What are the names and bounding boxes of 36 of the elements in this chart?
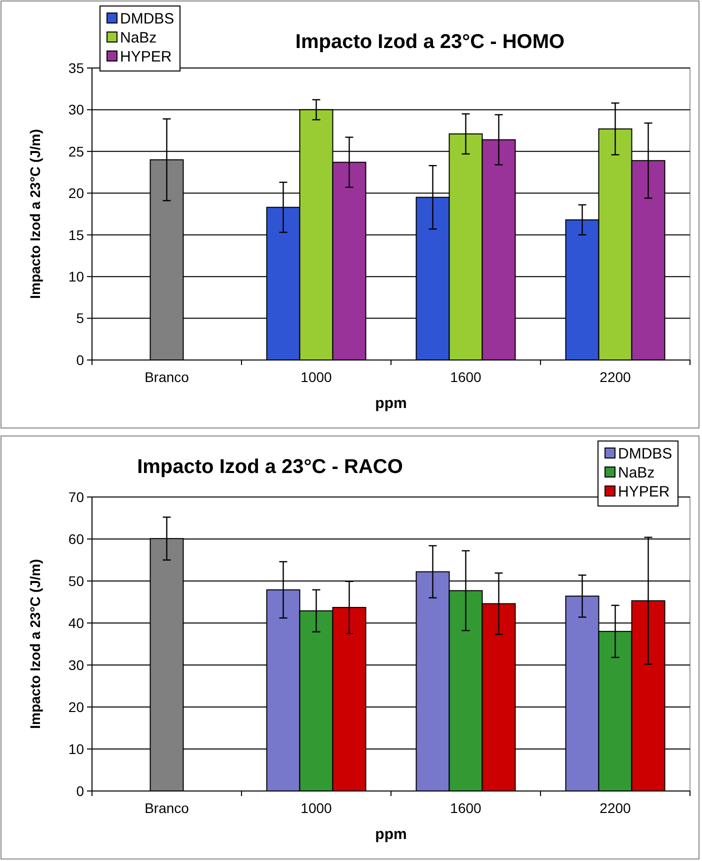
y-tick-label: 5 <box>76 310 84 326</box>
x-tick-label: Branco <box>144 369 190 385</box>
y-tick-label: 20 <box>68 698 84 715</box>
legend-label: HYPER <box>120 48 172 66</box>
y-tick-label: 10 <box>68 740 84 757</box>
x-axis-title: ppm <box>375 826 407 843</box>
x-tick-label: 1000 <box>300 800 332 816</box>
y-tick-label: 60 <box>68 530 84 547</box>
x-tick-label: Branco <box>144 800 190 816</box>
y-tick-label: 40 <box>68 614 84 631</box>
y-tick-label: 30 <box>68 102 84 118</box>
y-tick-label: 70 <box>68 488 84 505</box>
legend-label: DMDBS <box>618 445 672 462</box>
y-tick-label: 0 <box>76 352 84 368</box>
y-tick-label: 35 <box>68 60 84 76</box>
legend-label: NaBz <box>618 464 655 482</box>
y-tick-label: 50 <box>68 572 84 589</box>
x-tick-label: 1000 <box>300 369 332 385</box>
legend-label: NaBz <box>120 29 157 46</box>
y-tick-label: 10 <box>68 268 84 284</box>
y-axis-title: Impacto Izod a 23°C (J/m) <box>27 559 43 729</box>
y-tick-label: 25 <box>68 143 84 160</box>
y-tick-label: 15 <box>68 226 84 243</box>
x-axis-title: ppm <box>375 395 407 412</box>
x-tick-label: 2200 <box>600 369 632 385</box>
legend-label: HYPER <box>618 483 670 500</box>
x-tick-label: 1600 <box>450 800 482 816</box>
y-axis-title: Impacto Izod a 23°C (J/m) <box>27 129 43 299</box>
y-tick-label: 20 <box>68 185 84 202</box>
x-tick-label: 1600 <box>450 369 482 385</box>
chart-title: Impacto Izod a 23°C - HOMO <box>295 31 565 53</box>
y-tick-label: 30 <box>68 656 84 673</box>
legend-label: DMDBS <box>120 10 174 28</box>
chart-title: Impacto Izod a 23°C - RACO <box>137 456 403 478</box>
y-tick-label: 0 <box>76 782 84 799</box>
x-tick-label: 2200 <box>600 800 632 816</box>
